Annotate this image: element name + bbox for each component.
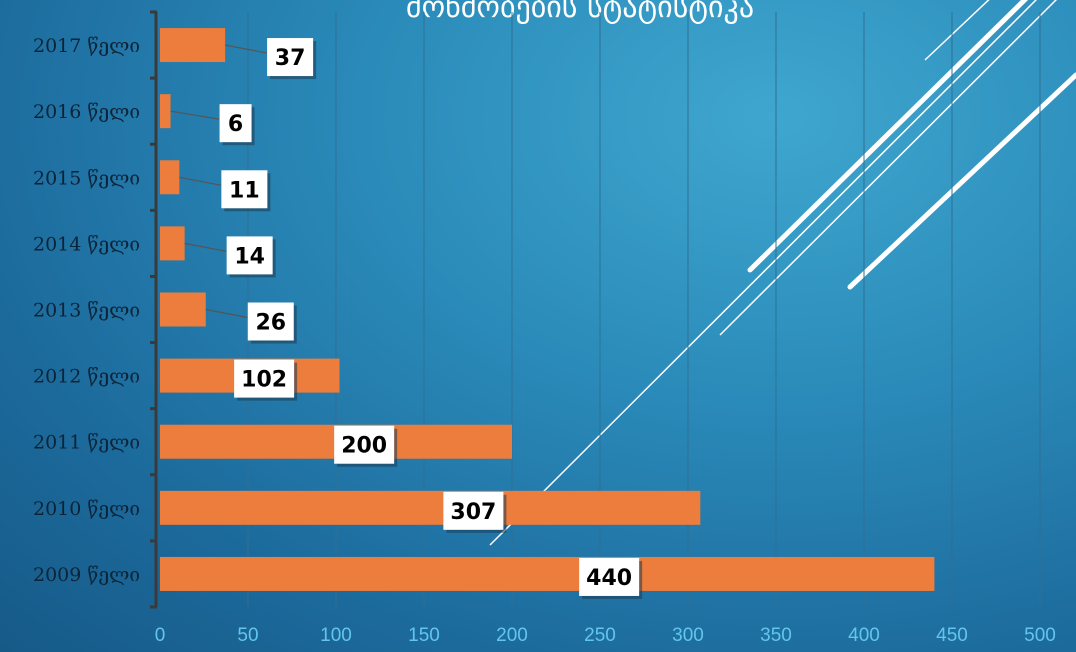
x-tick-label-150: 150 bbox=[408, 625, 440, 646]
data-label-102: 102 bbox=[234, 359, 298, 401]
data-label-text: 440 bbox=[586, 566, 632, 591]
x-tick-label-200: 200 bbox=[496, 625, 528, 646]
leader-line bbox=[205, 308, 248, 319]
category-label: 2014 წელი bbox=[33, 233, 140, 255]
data-label-box bbox=[221, 170, 268, 209]
data-labels: 37 6 11 14 26 102 200 307 440 bbox=[219, 38, 643, 599]
data-label-box bbox=[247, 302, 294, 341]
data-label-text: 37 bbox=[275, 46, 306, 71]
category-label: 2017 წელი bbox=[33, 35, 140, 57]
data-label-307: 307 bbox=[443, 491, 507, 533]
data-label-text: 102 bbox=[241, 368, 287, 393]
x-tick-label-300: 300 bbox=[672, 625, 704, 646]
leader-line bbox=[225, 44, 268, 54]
data-label-text: 26 bbox=[255, 311, 286, 336]
category-label: 2012 წელი bbox=[33, 366, 140, 388]
data-label-11: 11 bbox=[221, 170, 271, 212]
data-label-text: 6 bbox=[228, 112, 243, 137]
x-tick-label-450: 450 bbox=[936, 625, 968, 646]
chart-title: მოწმობების სტატისტიკა bbox=[405, 0, 755, 25]
data-label-box bbox=[334, 425, 395, 464]
data-label-text: 307 bbox=[450, 500, 496, 525]
leader-line bbox=[179, 176, 222, 186]
x-tick-label-50: 50 bbox=[237, 625, 258, 646]
x-tick-label-500: 500 bbox=[1024, 625, 1056, 646]
category-label: 2010 წელი bbox=[33, 498, 140, 520]
data-label-6: 6 bbox=[219, 104, 255, 146]
data-label-text: 200 bbox=[341, 434, 387, 459]
leader-lines bbox=[170, 44, 268, 319]
category-labels: 2017 წელი 2016 წელი 2015 წელი 2014 წელი 2013… bbox=[33, 35, 140, 586]
x-tick-label-0: 0 bbox=[155, 625, 166, 646]
x-tick-label-350: 350 bbox=[760, 625, 792, 646]
data-label-box bbox=[226, 236, 273, 275]
category-label: 2016 წელი bbox=[33, 101, 140, 123]
bar-2009 წელი bbox=[160, 556, 935, 591]
x-tick-label-250: 250 bbox=[584, 625, 616, 646]
category-label: 2015 წელი bbox=[33, 167, 140, 189]
data-label-box bbox=[219, 104, 252, 143]
category-label: 2013 წელი bbox=[33, 300, 140, 322]
data-label-box bbox=[579, 557, 640, 596]
bar-2017 წელი bbox=[160, 28, 226, 63]
x-tick-labels: 0 50 100 150 200 250 300 350 400 450 500 bbox=[155, 625, 1056, 646]
x-tick-label-400: 400 bbox=[848, 625, 880, 646]
data-label-text: 14 bbox=[234, 244, 265, 269]
y-axis bbox=[150, 10, 158, 609]
bar-2013 წელი bbox=[160, 292, 206, 327]
leader-line bbox=[184, 242, 227, 252]
bar-2014 წელი bbox=[160, 226, 185, 261]
bar-2015 წელი bbox=[160, 160, 180, 195]
data-label-200: 200 bbox=[334, 425, 398, 467]
x-tick-label-100: 100 bbox=[320, 625, 352, 646]
data-label-box bbox=[443, 491, 504, 530]
leader-line bbox=[170, 110, 220, 120]
data-label-37: 37 bbox=[267, 38, 317, 80]
category-label: 2009 წელი bbox=[33, 564, 140, 586]
data-label-text: 11 bbox=[229, 178, 260, 203]
bar-2010 წელი bbox=[160, 490, 701, 525]
data-label-14: 14 bbox=[226, 236, 276, 278]
category-label: 2011 წელი bbox=[33, 432, 140, 454]
data-label-box bbox=[267, 38, 314, 77]
bar-2016 წელი bbox=[160, 94, 171, 129]
data-label-box bbox=[234, 359, 295, 398]
data-label-440: 440 bbox=[579, 557, 643, 599]
data-label-26: 26 bbox=[247, 302, 297, 344]
